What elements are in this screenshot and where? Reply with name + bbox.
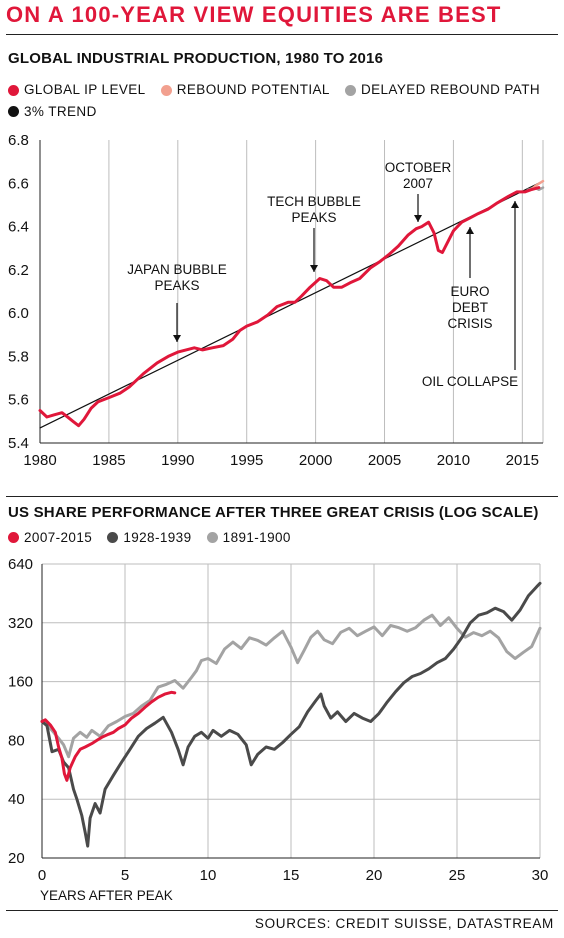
y-tick-label: 40 [8, 791, 25, 808]
annotation-arrow-head [466, 227, 474, 234]
x-tick-label: 2000 [299, 452, 332, 469]
legend-item-1891-1900: 1891-1900 [206, 530, 291, 545]
sources-note: SOURCES: CREDIT SUISSE, DATASTREAM [254, 916, 554, 931]
annotation-text: OIL COLLAPSE [422, 374, 518, 389]
y-tick-label: 6.8 [8, 132, 29, 149]
x-tick-label: 1990 [161, 452, 194, 469]
footer-rule [6, 910, 558, 911]
x-tick-label: 1980 [23, 452, 56, 469]
legend-swatch-3pct-trend [8, 106, 19, 117]
annotation-text: JAPAN BUBBLE [127, 262, 227, 277]
x-tick-label: 30 [532, 867, 549, 884]
headline-rule [6, 34, 558, 35]
legend-label-1928-1939: 1928-1939 [123, 530, 192, 545]
x-tick-label: 1995 [230, 452, 263, 469]
annotation-text: CRISIS [447, 316, 492, 331]
y-tick-label: 6.6 [8, 175, 29, 192]
series-line-3-trend [39, 180, 544, 429]
y-tick-label: 6.4 [8, 219, 29, 236]
chart1-title: GLOBAL INDUSTRIAL PRODUCTION, 1980 TO 20… [8, 50, 384, 67]
annotation-text: TECH BUBBLE [267, 194, 361, 209]
y-tick-label: 5.4 [8, 435, 29, 452]
x-tick-label: 5 [121, 867, 129, 884]
legend-label-delayed-rebound-path: DELAYED REBOUND PATH [360, 82, 540, 97]
legend-swatch-1891-1900 [206, 532, 218, 543]
chart2-plot: 0 5 10 15 20 25 30 20 40 80 160 320 640 YEARS AFTER P… [8, 556, 549, 903]
legend-item-1928-1939: 1928-1939 [107, 530, 191, 545]
annotation-text: PEAKS [291, 210, 336, 225]
series-line-2007-2015 [40, 690, 177, 782]
legend-swatch-1928-1939 [107, 532, 119, 543]
y-tick-label: 5.8 [8, 348, 29, 365]
x-axis-label: YEARS AFTER PEAK [40, 888, 173, 903]
series-line-global-ip-level [38, 186, 541, 428]
y-tick-label: 20 [8, 850, 25, 867]
x-tick-label: 1985 [92, 452, 125, 469]
annotation-arrow-head [173, 335, 181, 342]
x-tick-label: 10 [200, 867, 217, 884]
legend-swatch-2007-2015 [8, 532, 19, 543]
legend-label-global-ip-level: GLOBAL IP LEVEL [24, 82, 146, 97]
x-tick-label: 25 [449, 867, 466, 884]
annotation-text: PEAKS [154, 278, 199, 293]
annotation-text: 2007 [403, 176, 433, 191]
legend-label-3pct-trend: 3% TREND [24, 103, 97, 119]
legend-swatch-delayed-rebound-path [344, 84, 356, 96]
x-tick-label: 2015 [506, 452, 539, 469]
chart2-title: US SHARE PERFORMANCE AFTER THREE GREAT C… [8, 504, 539, 521]
legend-label-1891-1900: 1891-1900 [222, 530, 291, 545]
x-tick-label: 0 [38, 867, 46, 884]
y-tick-label: 640 [8, 556, 33, 573]
annotation-text: EURO [450, 284, 489, 299]
y-tick-label: 160 [8, 674, 33, 691]
legend-item-2007-2015: 2007-2015 [8, 530, 92, 545]
annotation-arrow-head [310, 265, 318, 272]
chart1-plot: 1980 1985 1990 1995 2000 2005 2010 2015 5.4 5.6 5.… [8, 132, 545, 469]
legend-item-rebound-potential: REBOUND POTENTIAL [160, 80, 330, 100]
y-tick-label: 5.6 [8, 392, 29, 409]
y-tick-label: 80 [8, 732, 25, 749]
section-divider [6, 496, 558, 497]
legend-label-rebound-potential: REBOUND POTENTIAL [176, 82, 330, 97]
y-tick-label: 6.2 [8, 262, 29, 279]
y-tick-label: 6.0 [8, 305, 29, 322]
annotation-arrow-head [511, 201, 519, 208]
legend-swatch-rebound-potential [160, 84, 172, 96]
x-tick-label: 20 [366, 867, 383, 884]
series-line-1928-1939 [40, 581, 542, 848]
legend-item-3pct-trend: 3% TREND [8, 102, 97, 122]
legend-swatch-global-ip-level [8, 84, 19, 96]
annotation-arrow-head [414, 215, 422, 222]
x-tick-label: 2010 [437, 452, 470, 469]
x-tick-label: 2005 [368, 452, 401, 469]
legend-label-2007-2015: 2007-2015 [24, 530, 93, 545]
headline: ON A 100-YEAR VIEW EQUITIES ARE BEST [6, 2, 502, 27]
chart2-legend: 2007-2015 1928-1939 1891-1900 [8, 530, 302, 546]
series-line-1891-1900 [40, 613, 542, 759]
annotation-text: DEBT [452, 300, 488, 315]
y-tick-label: 320 [8, 615, 33, 632]
legend-item-delayed-rebound-path: DELAYED REBOUND PATH [344, 80, 540, 100]
legend-item-global-ip-level: GLOBAL IP LEVEL [8, 80, 146, 100]
chart1-legend: GLOBAL IP LEVEL REBOUND POTENTIAL DELAYE… [8, 80, 556, 123]
annotation-text: OCTOBER [385, 160, 452, 175]
x-tick-label: 15 [283, 867, 300, 884]
